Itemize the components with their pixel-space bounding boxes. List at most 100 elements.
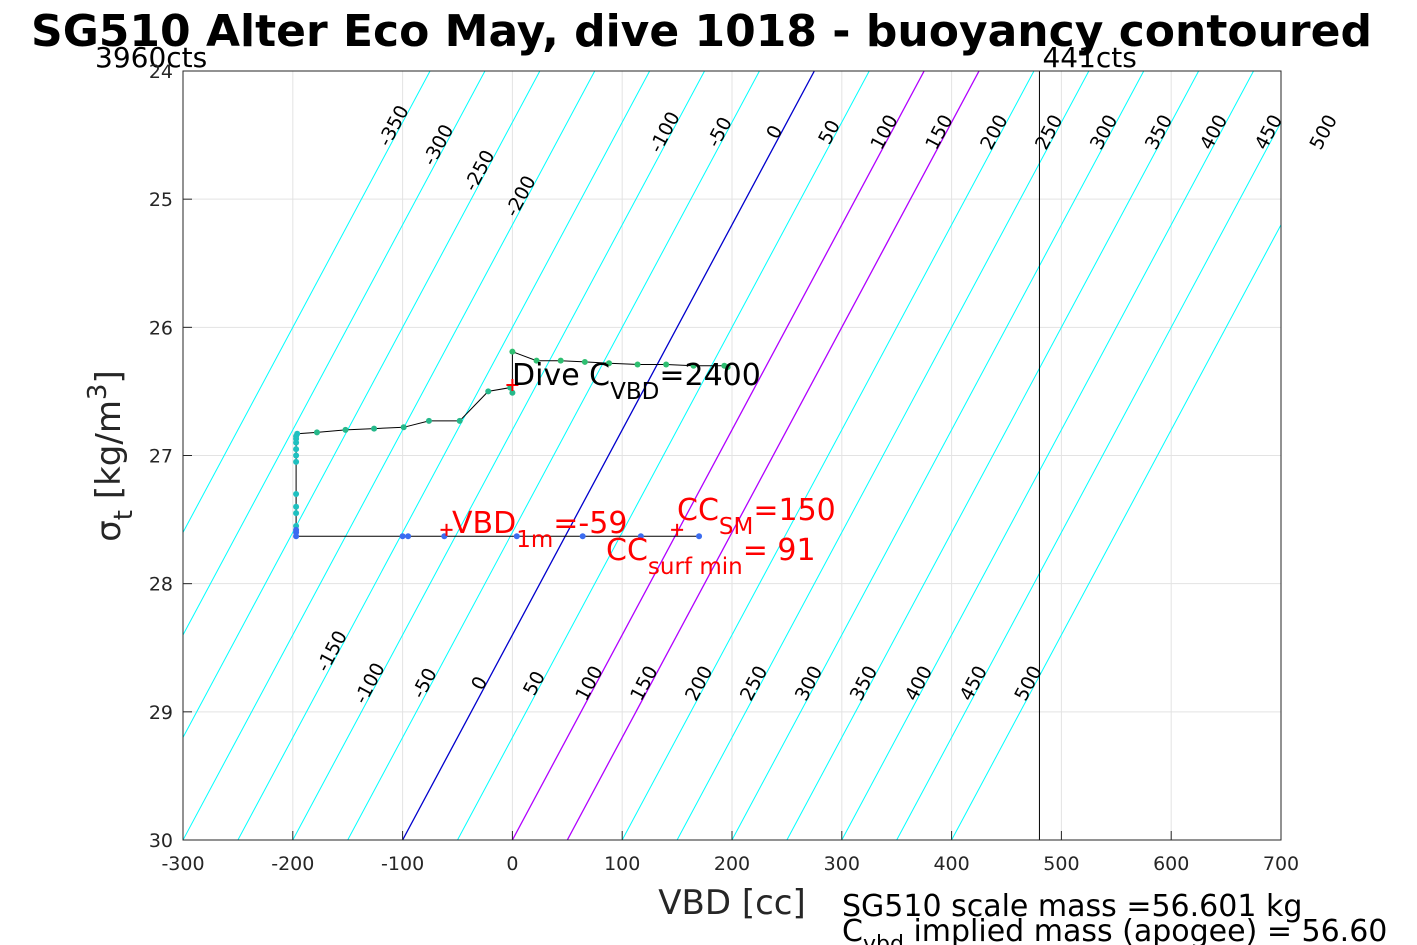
track-point: [637, 533, 644, 540]
dive-c-vbd-annotation: Dive CVBD=2400: [512, 358, 761, 405]
y-axis-label: σt [kg/m3]: [83, 370, 139, 542]
y-tick-label: 30: [149, 830, 173, 852]
cc-surf-min-main: CC: [606, 533, 648, 568]
track-point: [606, 360, 613, 367]
x-tick-label: 600: [1153, 853, 1189, 875]
x-tick-label: 400: [933, 853, 969, 875]
y-axis-label-units: [kg/m: [89, 400, 129, 510]
scale-mass-text: SG510 scale mass =56.601 kg: [842, 889, 1302, 924]
contour-line--100: [292, 71, 705, 840]
cc-sm-main: CC: [677, 493, 719, 528]
x-tick-label: 700: [1263, 853, 1299, 875]
track-point: [342, 426, 349, 433]
track-point: [581, 358, 588, 365]
track-point: [293, 446, 300, 453]
contour-line-450: [896, 121, 1281, 840]
contour-line-400: [841, 71, 1254, 840]
cc-surf-min-sub: surf min: [648, 554, 743, 580]
track-point: [425, 417, 432, 424]
track-point: [399, 533, 406, 540]
track-point: [293, 510, 300, 517]
red-markers: [440, 379, 684, 536]
track-point: [690, 362, 697, 369]
contour-line--50: [347, 71, 760, 840]
track-point: [724, 364, 731, 371]
contour-line-300: [731, 71, 1145, 840]
cc-surf-min-annotation: CCsurf min= 91: [606, 533, 816, 580]
y-tick-label: 29: [149, 702, 173, 724]
track-point: [293, 452, 300, 459]
x-tick-label: -300: [161, 853, 204, 875]
y-tick-label: 24: [149, 61, 173, 83]
x-tick-label: 300: [824, 853, 860, 875]
x-axis-label: VBD [cc]: [658, 883, 806, 923]
implied-mass-main: C: [842, 914, 863, 945]
track-point: [485, 388, 492, 395]
track-line-upper: [512, 351, 728, 368]
x-tick-label: -200: [271, 853, 314, 875]
vbd-limit-label: 441cts: [1042, 41, 1136, 74]
contour-line-250: [676, 71, 1090, 840]
track-point: [293, 458, 300, 465]
buoyancy-contours: [183, 71, 1281, 840]
x-tick-label: -100: [381, 853, 424, 875]
track-point: [663, 361, 670, 368]
vbd-1m-value: =-59: [553, 506, 627, 541]
y-axis-label-close: ]: [89, 370, 129, 383]
contour-line-350: [786, 71, 1200, 840]
y-axis-label-exp: 3: [83, 384, 113, 401]
contour-line-500: [951, 223, 1281, 840]
y-tick-label: 26: [149, 317, 173, 339]
track-point: [371, 425, 378, 432]
track-point: [509, 389, 516, 396]
contour-line-100: [511, 71, 925, 840]
dive-c-sub: VBD: [610, 379, 659, 405]
track-point: [293, 533, 300, 540]
vbd-limit-label: 3960cts: [95, 41, 207, 74]
track-point: [513, 533, 520, 540]
x-tick-label: 0: [506, 853, 518, 875]
track-point: [293, 503, 300, 510]
track-point: [696, 533, 703, 540]
contour-line-0: [402, 71, 815, 840]
track-point: [456, 417, 463, 424]
contour-line--150: [237, 71, 651, 840]
cc-surf-min-value: = 91: [743, 533, 816, 568]
contour-line-200: [621, 71, 1035, 840]
dive-c-value: =2400: [659, 358, 760, 393]
vbd-1m-main: VBD: [452, 506, 516, 541]
cc-sm-annotation: CCSM=150: [677, 493, 836, 540]
y-ticks: 24 25 26 27 28 29 30: [149, 61, 192, 852]
contour-line--250: [183, 71, 541, 739]
vbd-1m-annotation: VBD1m=-59: [452, 506, 627, 553]
contour-line-150: [566, 71, 980, 840]
track-point: [557, 357, 564, 364]
vbd-1m-sub: 1m: [516, 527, 553, 553]
track-point: [533, 357, 540, 364]
track-point: [293, 490, 300, 497]
contour-label-top: 500: [1306, 111, 1342, 153]
track-point: [293, 439, 300, 446]
x-ticks: -300 -200 -100 0 100 200 300 400 500 600 700: [161, 831, 1299, 875]
y-tick-label: 28: [149, 574, 173, 596]
y-tick-label: 27: [149, 446, 173, 468]
contour-line--350: [183, 71, 431, 534]
cc-sm-value: =150: [753, 493, 835, 528]
dive-c-main: Dive C: [512, 358, 610, 393]
track-point: [405, 533, 412, 540]
y-axis-label-symbol: σ: [89, 520, 129, 542]
implied-mass-sub: vbd: [863, 932, 904, 945]
chart-title: SG510 Alter Eco May, dive 1018 - buoyanc…: [31, 6, 1372, 57]
contour-line--300: [183, 71, 486, 636]
track-point: [400, 424, 407, 431]
x-tick-label: 100: [604, 853, 640, 875]
implied-mass-text: Cvbd implied mass (apogee) = 56.60: [842, 914, 1387, 945]
cc-sm-sub: SM: [719, 514, 753, 540]
x-tick-label: 500: [1043, 853, 1079, 875]
track-point: [634, 361, 641, 368]
y-tick-label: 25: [149, 189, 173, 211]
track-point: [313, 429, 320, 436]
contour-line-50: [457, 71, 870, 840]
y-axis-label-sub: t: [109, 510, 139, 520]
